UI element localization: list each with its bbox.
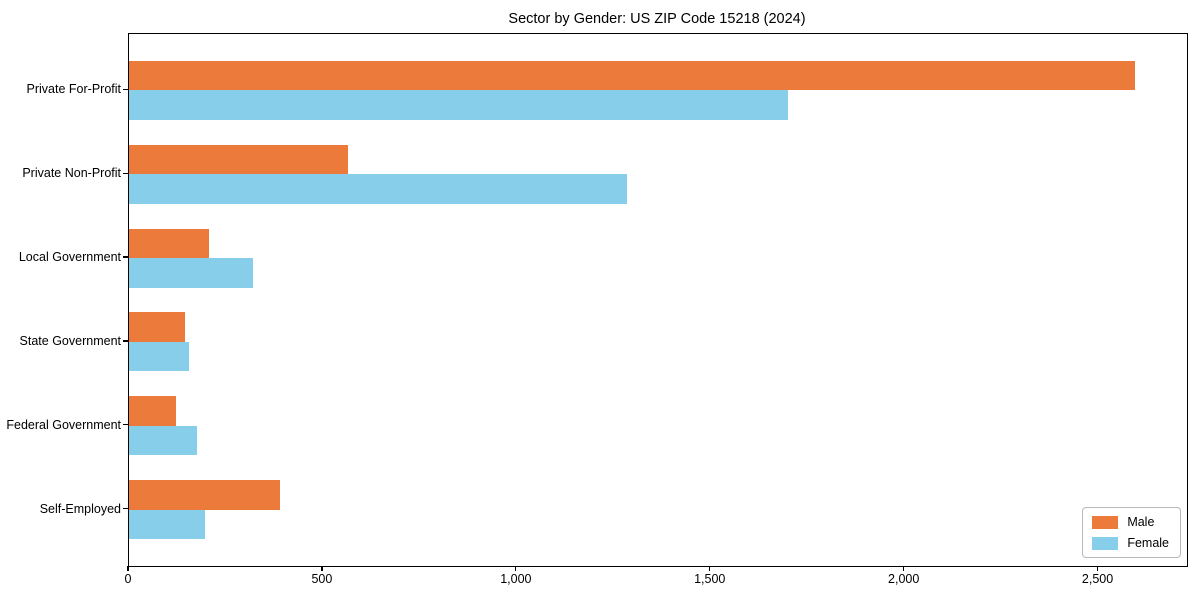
x-tick-mark [903,566,905,571]
x-tick-label: 2,000 [888,572,920,586]
bar-female-state-government [129,341,190,372]
bar-female-federal-government [129,425,197,456]
bar-female-self-employed [129,509,205,540]
y-tick-mark [123,340,128,342]
x-tick-mark [127,566,129,571]
legend-item-male: Male [1092,515,1169,529]
category-label: Local Government [18,250,121,265]
plot-area: Male Female [128,33,1188,567]
legend-swatch-female [1092,536,1119,550]
bar-male-state-government [129,312,186,342]
category-label: State Government [19,333,121,348]
category-label: Self-Employed [39,501,121,516]
category-label: Private For-Profit [26,82,121,97]
x-tick-mark [1096,566,1099,571]
bar-male-local-government [129,228,209,259]
y-tick-mark [123,88,128,90]
x-tick-label: 2,500 [1081,572,1114,586]
bar-male-private-for-profit [129,60,1136,91]
y-tick-mark [123,424,128,426]
category-label: Federal Government [6,417,121,432]
bar-female-private-non-profit [129,174,628,204]
legend-label: Female [1127,536,1169,550]
bar-male-self-employed [129,480,281,510]
chart-title: Sector by Gender: US ZIP Code 15218 (202… [508,11,806,27]
legend: Male Female [1082,507,1181,558]
bar-male-federal-government [129,396,176,426]
category-label: Private Non-Profit [22,166,121,181]
bar-female-local-government [129,258,254,288]
x-tick-label: 0 [124,572,132,586]
bar-male-private-non-profit [129,144,349,175]
x-tick-mark [515,566,517,571]
y-tick-mark [123,508,128,510]
bar-female-private-for-profit [129,90,789,120]
x-tick-label: 500 [311,572,333,586]
x-tick-mark [321,566,323,571]
y-tick-mark [123,256,128,258]
x-tick-label: 1,000 [500,572,532,586]
x-tick-mark [709,566,711,571]
x-tick-label: 1,500 [694,572,726,586]
legend-item-female: Female [1092,536,1169,550]
legend-swatch-male [1092,515,1119,529]
y-tick-mark [123,172,128,174]
legend-label: Male [1127,515,1155,529]
